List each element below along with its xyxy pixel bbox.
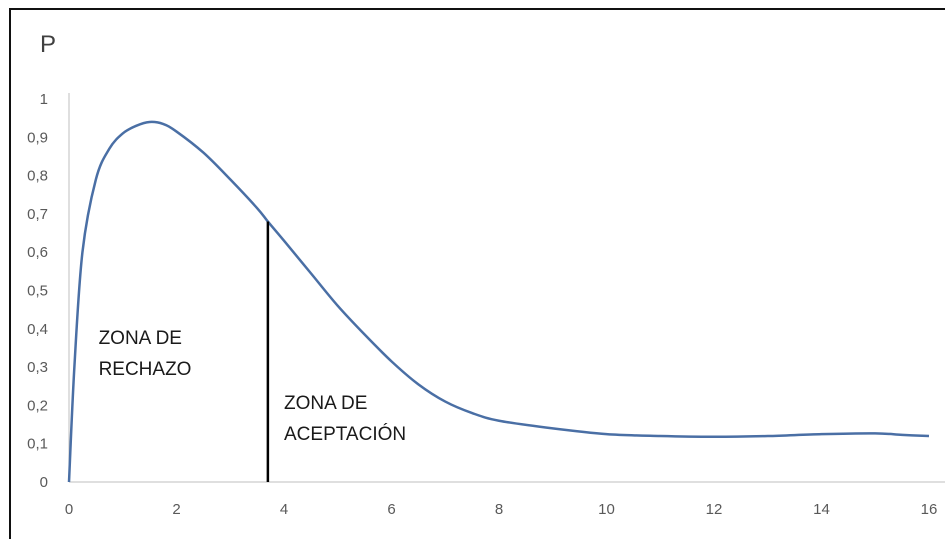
y-tick-label: 0,2 (27, 397, 48, 414)
x-tick-label: 12 (706, 501, 723, 518)
y-tick-label: 0,6 (27, 244, 48, 261)
y-tick-label: 0,1 (27, 436, 48, 453)
y-tick-label: 0,4 (27, 321, 48, 338)
x-tick-label: 6 (387, 501, 395, 518)
y-tick-label: 0,3 (27, 359, 48, 376)
zone-rechazo-line-1: ZONA DE (99, 328, 182, 349)
x-tick-label: 16 (921, 501, 938, 518)
zone-aceptacion-line-1: ZONA DE (284, 393, 367, 414)
zone-rechazo-label: ZONA DE RECHAZO (99, 328, 192, 380)
zone-aceptacion-label: ZONA DE ACEPTACIÓN (284, 393, 406, 445)
y-axis-label: P (40, 31, 56, 58)
x-tick-labels: 0 2 4 6 8 10 12 14 16 (65, 501, 938, 518)
y-tick-label: 0,5 (27, 283, 48, 300)
x-tick-label: 14 (813, 501, 830, 518)
x-tick-label: 10 (598, 501, 615, 518)
axes (68, 93, 945, 483)
x-tick-label: 0 (65, 501, 73, 518)
zone-aceptacion-line-2: ACEPTACIÓN (284, 423, 406, 445)
x-tick-label: 2 (172, 501, 180, 518)
x-tick-label: 8 (495, 501, 503, 518)
y-tick-labels: 0 0,1 0,2 0,3 0,4 0,5 0,6 0,7 0,8 0,9 1 (27, 91, 48, 491)
y-tick-label: 0 (40, 474, 48, 491)
y-tick-label: 1 (40, 91, 48, 108)
y-tick-label: 0,9 (27, 129, 48, 146)
y-tick-label: 0,7 (27, 206, 48, 223)
series-line (67, 120, 930, 483)
zone-rechazo-line-2: RECHAZO (99, 359, 192, 380)
x-tick-label: 4 (280, 501, 288, 518)
y-tick-label: 0,8 (27, 168, 48, 185)
chart-frame (9, 8, 945, 539)
